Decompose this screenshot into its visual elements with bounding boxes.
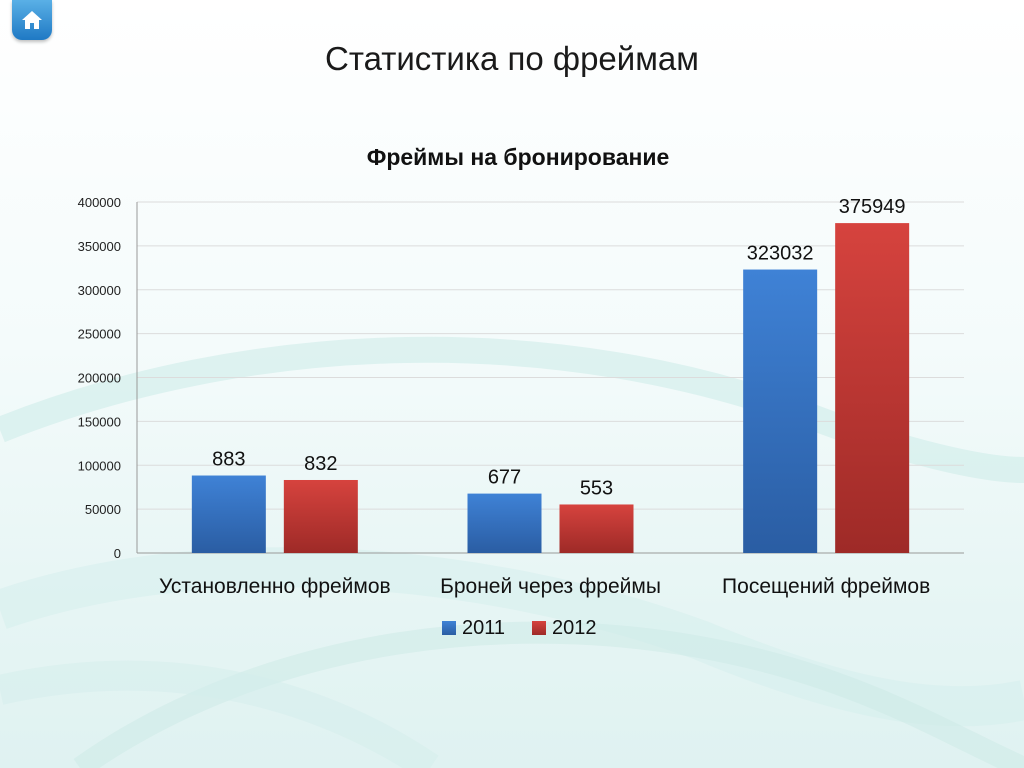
legend-label: 2011 <box>462 617 505 639</box>
bar-2011-2 <box>743 269 818 553</box>
y-tick-label: 350000 <box>78 239 121 254</box>
x-category-label: Броней через фреймы <box>440 575 661 598</box>
data-label: 323032 <box>747 243 814 265</box>
x-category-label: Посещений фреймов <box>722 575 930 598</box>
y-tick-label: 250000 <box>78 327 121 342</box>
legend-label: 2012 <box>552 617 597 639</box>
bar-2011-0 <box>191 475 266 553</box>
bar-2012-2 <box>835 223 910 554</box>
bar-2012-1 <box>559 504 634 553</box>
data-label: 553 <box>580 477 613 499</box>
bar-2012-0 <box>283 479 358 553</box>
y-tick-label: 100000 <box>78 458 121 473</box>
legend-swatch-2012 <box>532 621 546 635</box>
y-tick-label: 200000 <box>78 371 121 386</box>
data-label: 375949 <box>839 196 906 218</box>
home-icon <box>22 11 42 29</box>
data-label: 677 <box>488 467 521 489</box>
data-label: 883 <box>212 449 245 471</box>
chart-title: Фреймы на бронирование <box>367 144 670 170</box>
y-tick-label: 50000 <box>85 502 121 517</box>
y-tick-label: 400000 <box>78 195 121 210</box>
y-tick-label: 150000 <box>78 414 121 429</box>
y-tick-label: 0 <box>114 546 121 561</box>
page-title: Статистика по фреймам <box>325 40 699 77</box>
y-tick-label: 300000 <box>78 283 121 298</box>
x-category-label: Установленно фреймов <box>159 575 391 598</box>
home-button[interactable] <box>12 0 52 40</box>
bar-2011-1 <box>467 493 542 553</box>
legend-swatch-2011 <box>442 621 456 635</box>
data-label: 832 <box>304 453 337 475</box>
